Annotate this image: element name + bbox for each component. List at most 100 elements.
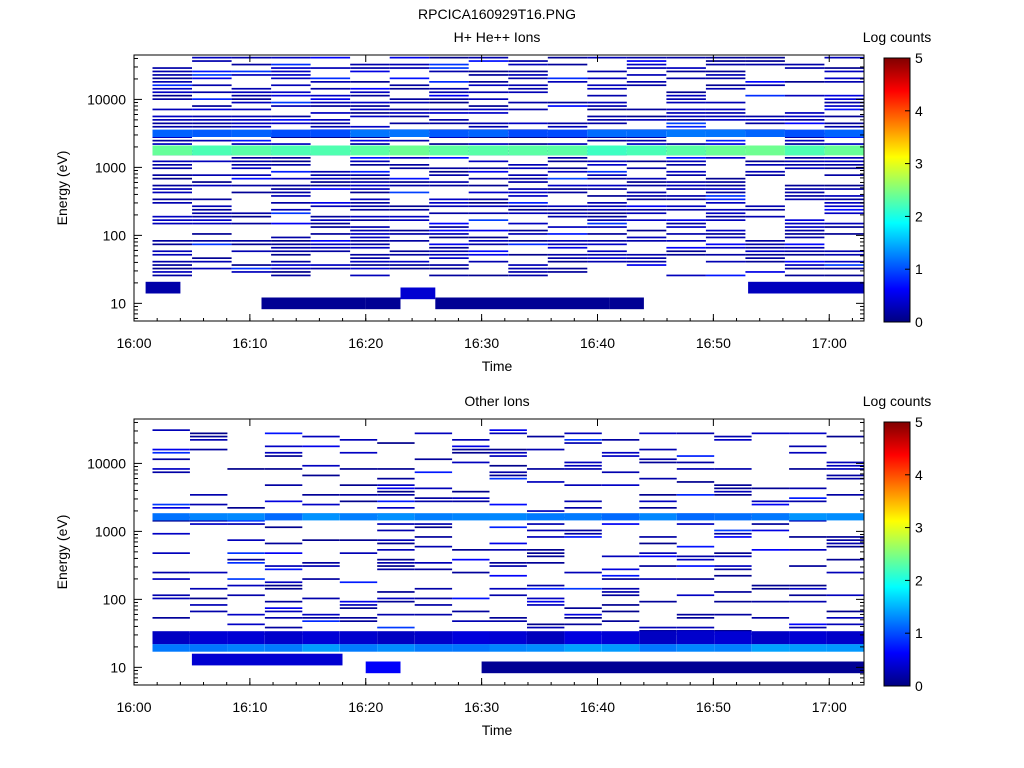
colorbar-tick-label: 2	[915, 572, 923, 588]
heatmap-cell	[587, 260, 627, 263]
x-tick-label: 17:00	[812, 699, 847, 715]
heatmap-cell	[377, 500, 415, 503]
heatmap-cell	[714, 532, 752, 535]
heatmap-cell	[714, 574, 752, 577]
heatmap-cell	[527, 468, 565, 470]
heatmap-cell	[389, 250, 430, 253]
heatmap-cell	[350, 125, 390, 128]
heatmap-cell	[231, 122, 272, 125]
heatmap-cell	[666, 112, 706, 114]
heatmap-cell	[339, 451, 378, 454]
heatmap-cell	[350, 226, 390, 228]
heatmap-cell	[601, 568, 640, 571]
y-tick-label: 10000	[87, 91, 126, 107]
heatmap-cell	[626, 240, 667, 242]
heatmap-cell	[564, 442, 602, 444]
heatmap-cell	[666, 77, 706, 80]
heatmap-cell	[666, 233, 706, 235]
heatmap-cell	[826, 494, 864, 496]
heatmap-cell	[666, 108, 706, 111]
heatmap-cell	[192, 115, 232, 118]
heatmap-cell	[587, 108, 627, 111]
heatmap-cell	[468, 84, 509, 87]
heatmap-cell	[271, 63, 311, 66]
heatmap-cell	[824, 264, 864, 266]
heatmap-cell	[489, 471, 527, 474]
heatmap-cell	[350, 170, 390, 173]
heatmap-cell	[705, 229, 746, 232]
heatmap-cell	[784, 115, 825, 118]
heatmap-cell	[751, 503, 790, 506]
heatmap-cell	[152, 532, 190, 535]
heatmap-cell	[587, 240, 627, 242]
heatmap-cell	[468, 56, 509, 59]
heatmap-cell	[468, 160, 509, 163]
heatmap-cell	[508, 191, 548, 194]
heatmap-cell	[310, 56, 351, 59]
heatmap-cell	[310, 240, 351, 242]
heatmap-cell	[414, 497, 453, 499]
heatmap-cell	[192, 257, 232, 259]
heatmap-cell	[231, 243, 272, 246]
heatmap-cell	[429, 253, 469, 256]
heatmap-cell	[377, 442, 415, 444]
heatmap-cell	[508, 208, 548, 211]
heatmap-cell	[350, 243, 390, 246]
heatmap-cell	[666, 115, 706, 118]
heatmap-cell	[339, 604, 378, 606]
heatmap-cell	[705, 145, 746, 156]
heatmap-cell	[547, 129, 588, 137]
heatmap-cell	[152, 507, 190, 509]
heatmap-cell	[452, 500, 490, 503]
heatmap-cell	[639, 630, 677, 632]
heatmap-cell	[414, 500, 453, 503]
heatmap-cell	[429, 205, 469, 208]
heatmap-cell	[587, 250, 627, 253]
heatmap-cell	[152, 139, 192, 142]
heatmap-cell	[231, 177, 272, 180]
heatmap-cell	[429, 236, 469, 239]
colorbar-tick-label: 4	[915, 103, 923, 119]
heatmap-cell	[489, 542, 527, 545]
heatmap-cell	[784, 236, 825, 239]
heatmap-cell	[310, 243, 351, 246]
heatmap-cell	[666, 91, 706, 94]
heatmap-cell	[231, 191, 272, 194]
heatmap-cell	[705, 177, 746, 180]
heatmap-cell	[452, 490, 490, 493]
heatmap-cell	[350, 160, 390, 163]
heatmap-cell	[452, 445, 490, 448]
heatmap-cell	[705, 108, 746, 111]
heatmap-cell	[192, 105, 232, 107]
heatmap-cell	[429, 112, 469, 114]
heatmap-cell	[377, 468, 415, 470]
heatmap-cell	[429, 98, 469, 100]
heatmap-cell	[745, 119, 785, 121]
heatmap-cell	[302, 597, 340, 600]
heatmap-cell	[789, 536, 827, 538]
heatmap-cell	[152, 513, 190, 521]
heatmap-cell	[508, 174, 548, 176]
heatmap-cell	[350, 112, 390, 114]
heatmap-cell	[489, 549, 527, 551]
heatmap-cell	[626, 139, 667, 142]
heatmap-cell	[152, 188, 192, 190]
heatmap-cell	[429, 184, 469, 187]
heatmap-cell	[339, 581, 378, 584]
heatmap-cell	[192, 181, 232, 183]
heatmap-cell	[350, 91, 390, 94]
heatmap-cell	[714, 468, 752, 470]
heatmap-cell	[745, 240, 785, 242]
colorbar-tick-label: 2	[915, 208, 923, 224]
heatmap-cell	[192, 60, 232, 62]
heatmap-cell	[190, 435, 228, 438]
heatmap-cell	[666, 205, 706, 208]
panel-other-ions: Other Ions Log counts 16:00 16:10 16:20 16:…	[54, 393, 931, 738]
heatmap-cell	[714, 613, 752, 616]
heatmap-cell	[429, 101, 469, 104]
heatmap-cell	[350, 67, 390, 69]
heatmap-cell	[676, 555, 715, 558]
heatmap-cell	[587, 174, 627, 176]
heatmap-cell	[389, 264, 430, 266]
heatmap-cell	[587, 202, 627, 204]
